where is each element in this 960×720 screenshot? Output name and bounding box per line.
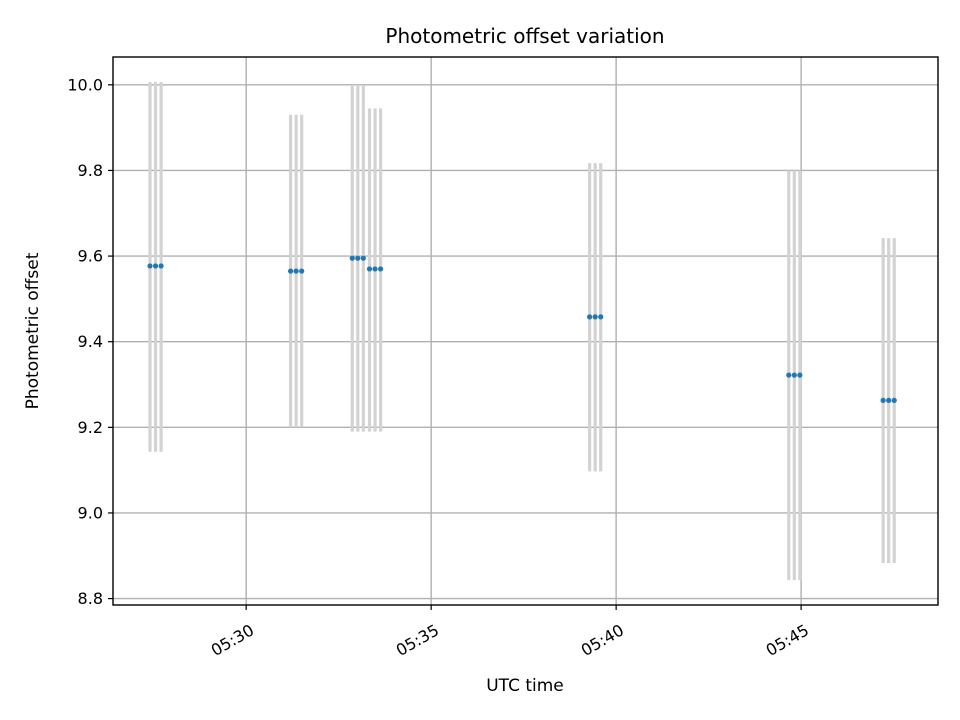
data-point	[147, 263, 153, 269]
data-point	[372, 266, 378, 272]
x-axis-label: UTC time	[486, 676, 564, 696]
data-point	[880, 397, 886, 403]
y-tick-label: 9.0	[78, 503, 103, 522]
data-point	[152, 263, 159, 269]
y-tick-label: 9.6	[78, 247, 103, 266]
data-point	[366, 266, 373, 272]
chart-title: Photometric offset variation	[385, 24, 664, 48]
y-tick-label: 9.4	[78, 332, 103, 351]
data-point	[293, 268, 299, 274]
data-point	[592, 314, 598, 320]
data-point	[891, 397, 897, 403]
data-point	[791, 372, 797, 378]
y-axis: 8.8 9.0 9.2 9.4 9.6 9.8 10.0	[67, 75, 113, 608]
data-point	[299, 268, 305, 274]
data-point	[587, 314, 593, 320]
data-point	[886, 397, 892, 403]
data-point	[598, 314, 604, 320]
data-points	[147, 255, 897, 403]
data-point	[797, 372, 803, 378]
data-point	[158, 263, 164, 269]
y-tick-label: 9.2	[78, 418, 103, 437]
y-tick-label: 10.0	[67, 75, 103, 94]
y-tick-label: 8.8	[78, 589, 103, 608]
plot-frame	[112, 56, 939, 606]
data-point	[786, 372, 792, 378]
data-point	[378, 266, 384, 272]
y-axis-label: Photometric offset	[23, 252, 43, 409]
data-point	[360, 255, 366, 261]
data-point	[287, 268, 294, 274]
data-point	[355, 255, 361, 261]
y-tick-label: 9.8	[78, 161, 103, 180]
data-point	[349, 255, 355, 261]
